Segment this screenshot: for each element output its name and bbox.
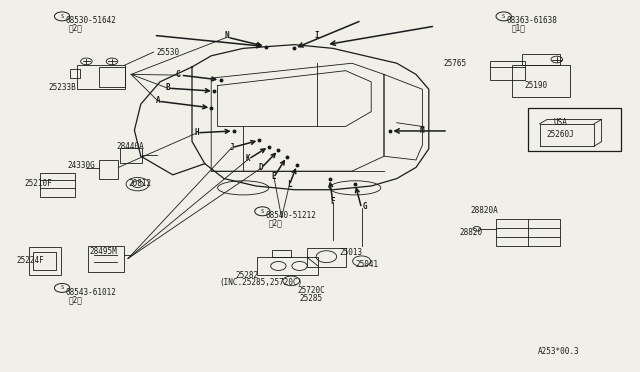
Text: A253*00.3: A253*00.3 [538,347,579,356]
Text: 25224F: 25224F [16,256,44,265]
Text: 25041: 25041 [355,260,378,269]
Text: 25285: 25285 [300,294,323,303]
Text: C: C [175,70,180,79]
Bar [77,65,125,89]
Text: 08543-61012: 08543-61012 [66,288,116,296]
Bar [99,160,118,179]
Text: 25530: 25530 [157,48,180,57]
Text: I: I [314,31,319,40]
Text: 24330G: 24330G [67,161,95,170]
Text: 25282: 25282 [236,271,259,280]
Bar [522,54,560,65]
Text: （2）: （2） [69,295,83,304]
Text: B: B [165,83,170,92]
Text: A: A [156,96,161,105]
Text: G: G [362,202,367,211]
Bar [120,148,142,163]
Bar [88,246,124,272]
Text: 28440A: 28440A [116,142,144,151]
Bar [512,65,570,97]
Text: （1）: （1） [512,23,526,32]
Bar [99,67,125,87]
Bar [307,248,346,267]
Text: N: N [225,31,230,40]
Bar [70,69,80,78]
Text: L: L [287,180,292,189]
Bar [33,252,56,270]
Text: 08530-51642: 08530-51642 [66,16,116,25]
Text: S: S [60,285,64,291]
Text: H: H [195,128,200,137]
Text: 25765: 25765 [444,59,467,68]
Bar [257,257,318,275]
Bar [496,218,560,246]
Bar [490,61,525,80]
Bar [272,250,291,257]
Text: K: K [246,154,251,163]
Text: 20812: 20812 [128,179,151,187]
Text: 28495M: 28495M [90,247,117,256]
Text: 25720C: 25720C [298,286,325,295]
Text: S: S [502,14,506,19]
Text: E: E [271,172,276,181]
Text: 08363-61638: 08363-61638 [507,16,557,25]
Text: 28820A: 28820A [470,206,498,215]
Text: S: S [260,209,264,214]
Text: M: M [420,126,425,135]
Bar [528,108,621,151]
Text: 25190: 25190 [525,81,548,90]
Bar [40,173,75,197]
Text: USA: USA [553,118,567,127]
Text: (INC.25285,25720C): (INC.25285,25720C) [220,278,303,287]
Text: 25013: 25013 [339,248,362,257]
Bar [29,247,61,275]
Text: D: D [259,163,264,172]
Text: S: S [60,14,64,19]
Text: 28820: 28820 [460,228,483,237]
Text: 08540-51212: 08540-51212 [266,211,316,220]
Text: 25260J: 25260J [546,130,574,139]
Text: （2）: （2） [269,219,283,228]
Text: J: J [229,143,234,152]
Text: F: F [330,197,335,206]
Text: （2）: （2） [69,23,83,32]
Text: 25210F: 25210F [24,179,52,187]
Text: 25233B: 25233B [48,83,76,92]
